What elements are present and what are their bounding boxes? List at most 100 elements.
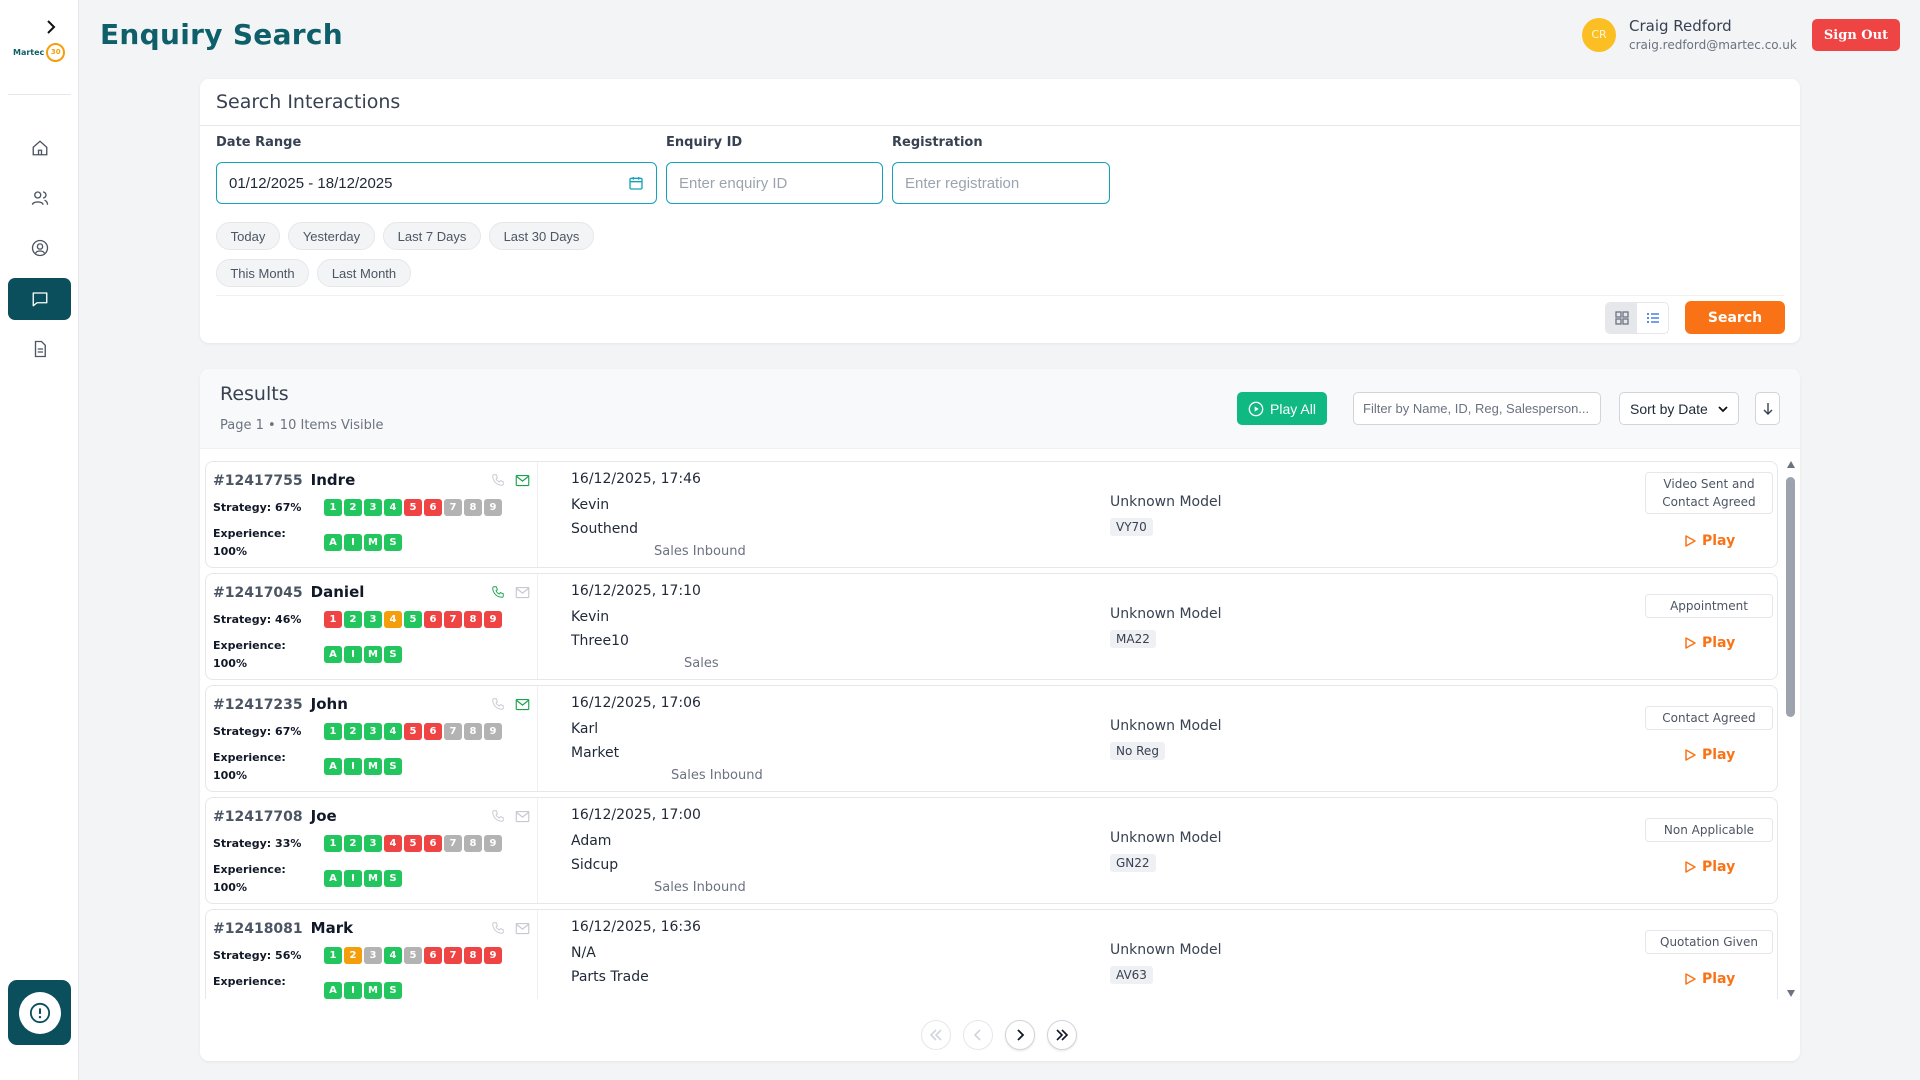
next-page-button[interactable]: [1005, 1020, 1035, 1050]
first-page-button[interactable]: [921, 1020, 951, 1050]
chip-today[interactable]: Today: [216, 222, 280, 250]
strategy-step: 7: [444, 499, 462, 516]
play-button[interactable]: Play: [1685, 859, 1735, 875]
result-row[interactable]: #12417235 John Strategy: 67% 1 2 3 4 5 6 7 8 9 Exper…: [205, 685, 1778, 792]
enquiry-type: Sales Inbound: [654, 544, 746, 559]
grid-view-button[interactable]: [1606, 303, 1637, 333]
logo-text: Martec: [13, 47, 45, 57]
chip-last-30-days[interactable]: Last 30 Days: [489, 222, 594, 250]
phone-icon[interactable]: [491, 584, 505, 603]
enquiry-id[interactable]: #12417755 Indre: [213, 471, 355, 489]
enquiry-id-input[interactable]: Enter enquiry ID: [666, 162, 883, 204]
enquiry-date: 16/12/2025, 17:46: [571, 471, 701, 487]
message-icon: [32, 292, 47, 307]
sidebar-item-users[interactable]: [8, 177, 71, 219]
vehicle-model: Unknown Model: [1110, 830, 1222, 846]
registration-input[interactable]: Enter registration: [892, 162, 1110, 204]
alert-circle-icon: [29, 1002, 50, 1023]
help-button[interactable]: [8, 980, 71, 1045]
strategy-step: 8: [464, 835, 482, 852]
strategy-step: 3: [364, 723, 382, 740]
phone-icon[interactable]: [491, 808, 505, 827]
customer-name: Mark: [310, 919, 354, 937]
sidebar-item-home[interactable]: [8, 127, 71, 169]
avatar: CR: [1582, 17, 1616, 52]
email-icon[interactable]: [515, 920, 530, 939]
last-page-button[interactable]: [1047, 1020, 1077, 1050]
chip-last-7-days[interactable]: Last 7 Days: [383, 222, 481, 250]
play-button[interactable]: Play: [1685, 971, 1735, 987]
sidebar: Martec 30: [0, 0, 79, 1080]
play-button[interactable]: Play: [1685, 747, 1735, 763]
salesperson: Karl: [571, 721, 599, 737]
experience-step: I: [344, 646, 362, 663]
experience-label: Experience:: [213, 863, 286, 876]
sort-select[interactable]: Sort by Date: [1619, 392, 1739, 425]
email-icon[interactable]: [515, 584, 530, 603]
search-button[interactable]: Search: [1685, 301, 1785, 334]
sidebar-item-enquiries[interactable]: [8, 278, 71, 320]
filter-input[interactable]: Filter by Name, ID, Reg, Salesperson...: [1353, 392, 1601, 425]
enquiry-date: 16/12/2025, 17:06: [571, 695, 701, 711]
play-all-button[interactable]: Play All: [1237, 392, 1327, 425]
martec-logo: Martec 30: [13, 42, 67, 62]
chip-last-month[interactable]: Last Month: [317, 259, 411, 287]
chip-this-month[interactable]: This Month: [216, 259, 309, 287]
calendar-icon[interactable]: [628, 175, 644, 191]
experience-step: A: [324, 870, 342, 887]
contact-icons: [491, 584, 530, 603]
play-all-label: Play All: [1270, 400, 1316, 417]
strategy-step: 8: [464, 499, 482, 516]
enquiry-id-text: #12417708: [213, 809, 303, 825]
strategy-step: 2: [344, 723, 362, 740]
sidebar-item-reports[interactable]: [8, 328, 71, 370]
user-menu[interactable]: CR Craig Redford craig.redford@martec.co…: [1582, 17, 1797, 52]
phone-icon[interactable]: [491, 920, 505, 939]
enquiry-id[interactable]: #12417708 Joe: [213, 807, 337, 825]
strategy-step: 3: [364, 611, 382, 628]
enquiry-id[interactable]: #12417045 Daniel: [213, 583, 364, 601]
prev-page-button[interactable]: [963, 1020, 993, 1050]
sign-out-button[interactable]: Sign Out: [1812, 19, 1900, 51]
date-range-input[interactable]: 01/12/2025 - 18/12/2025: [216, 162, 657, 204]
phone-icon[interactable]: [491, 696, 505, 715]
list-view-button[interactable]: [1637, 303, 1668, 333]
divider: [200, 125, 1800, 126]
enquiry-id[interactable]: #12418081 Mark: [213, 919, 353, 937]
strategy-step: 7: [444, 947, 462, 964]
email-icon[interactable]: [515, 808, 530, 827]
strategy-label-text: Strategy:: [213, 949, 272, 962]
sidebar-item-profile[interactable]: [8, 227, 71, 269]
scroll-down-arrow[interactable]: [1787, 990, 1795, 997]
results-list: #12417755 Indre Strategy: 67% 1 2 3 4 5 6 7 8 9 Expe…: [205, 461, 1780, 999]
play-button[interactable]: Play: [1685, 635, 1735, 651]
scroll-up-arrow[interactable]: [1787, 461, 1795, 468]
result-row[interactable]: #12417708 Joe Strategy: 33% 1 2 3 4 5 6 7 8 9 Experi…: [205, 797, 1778, 904]
phone-icon[interactable]: [491, 472, 505, 491]
strategy-step: 3: [364, 835, 382, 852]
column-divider: [537, 574, 538, 679]
result-row[interactable]: #12417755 Indre Strategy: 67% 1 2 3 4 5 6 7 8 9 Expe…: [205, 461, 1778, 568]
play-icon: [1685, 749, 1696, 761]
experience-value: 100%: [213, 769, 247, 782]
email-icon[interactable]: [515, 472, 530, 491]
sidebar-expand-button[interactable]: [40, 16, 62, 38]
play-button[interactable]: Play: [1685, 533, 1735, 549]
experience-step: I: [344, 982, 362, 999]
experience-step: A: [324, 758, 342, 775]
strategy-label: Strategy: 56%: [213, 949, 301, 962]
chip-yesterday[interactable]: Yesterday: [288, 222, 375, 250]
result-row[interactable]: #12417045 Daniel Strategy: 46% 1 2 3 4 5 6 7 8 9 Exp…: [205, 573, 1778, 680]
sort-direction-button[interactable]: [1755, 392, 1780, 425]
date-range-label: Date Range: [216, 135, 302, 150]
result-row[interactable]: #12418081 Mark Strategy: 56% 1 2 3 4 5 6 7 8 9 Exper…: [205, 909, 1778, 999]
strategy-value: 56%: [275, 949, 302, 962]
strategy-step: 3: [364, 499, 382, 516]
chevron-left-icon: [973, 1029, 981, 1041]
scrollbar-thumb[interactable]: [1786, 477, 1795, 717]
enquiry-id[interactable]: #12417235 John: [213, 695, 348, 713]
email-icon[interactable]: [515, 696, 530, 715]
strategy-step: 4: [384, 835, 402, 852]
